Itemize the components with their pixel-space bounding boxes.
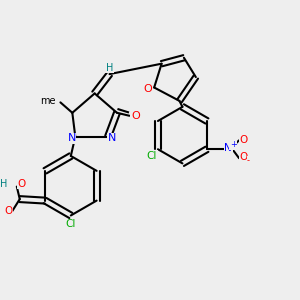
Text: N: N [107,133,116,143]
Text: +: + [230,140,237,149]
Text: O: O [239,135,248,145]
Text: O: O [4,206,13,216]
Text: -: - [247,156,250,165]
Text: H: H [1,178,8,189]
Text: H: H [106,63,113,73]
Text: Cl: Cl [147,151,157,161]
Text: N: N [224,143,232,153]
Text: O: O [131,111,140,121]
Text: Cl: Cl [66,219,76,230]
Text: O: O [18,178,26,189]
Text: O: O [143,84,152,94]
Text: O: O [239,152,248,162]
Text: me: me [40,97,56,106]
Text: N: N [224,143,232,153]
Text: N: N [68,133,76,143]
